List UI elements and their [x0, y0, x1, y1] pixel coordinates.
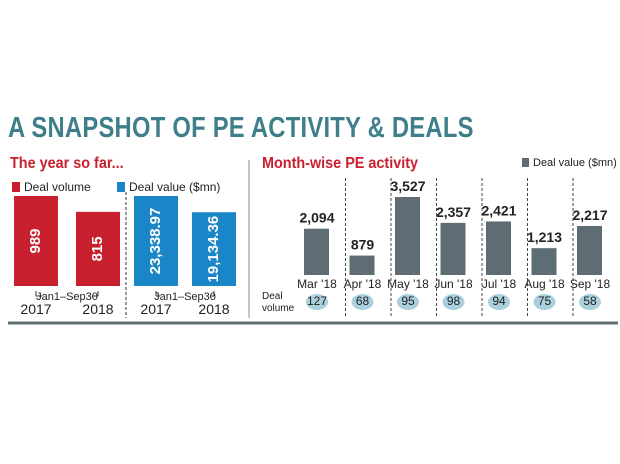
month-label: Jul '18 — [482, 277, 517, 291]
value-bar-2017 — [134, 196, 178, 286]
volume-caption-line1: Deal — [262, 291, 283, 302]
volume-value: 75 — [538, 294, 552, 308]
month-value-label: 3,527 — [390, 178, 425, 194]
volume-bubble — [579, 294, 601, 310]
volume-year-label: 2018 — [82, 301, 113, 317]
month-bar-0 — [304, 228, 329, 275]
legend-deal-volume-label: Deal volume — [24, 180, 91, 194]
volume-value: 127 — [307, 294, 327, 308]
volume-period-label: Jan1–Sep30 — [36, 291, 98, 303]
value-year-label: 2018 — [198, 301, 229, 317]
value-bar-label: 23,338.97 — [147, 208, 164, 275]
month-label: Mar '18 — [297, 277, 337, 291]
volume-bar-label: 815 — [89, 236, 106, 261]
month-value-label: 2,094 — [299, 210, 334, 226]
value-bar-label: 19,134.36 — [205, 216, 222, 283]
volume-bubble — [488, 294, 510, 310]
volume-value: 95 — [401, 294, 415, 308]
volume-value: 58 — [583, 294, 597, 308]
legend-monthly-value: Deal value ($mn) — [522, 157, 617, 169]
month-bar-6 — [577, 225, 602, 275]
volume-value: 98 — [447, 294, 461, 308]
value-period-label: Jan1–Sep30 — [154, 291, 216, 303]
volume-bar-2017 — [14, 196, 58, 286]
volume-bubble — [533, 294, 556, 310]
volume-bubble — [351, 294, 374, 310]
month-label: Jun '18 — [434, 277, 473, 291]
infographic-title: A SNAPSHOT OF PE ACTIVITY & DEALS — [8, 112, 474, 144]
volume-bar-2018 — [76, 211, 120, 286]
month-value-label: 1,213 — [527, 229, 562, 245]
legend-swatch-value — [117, 182, 125, 192]
month-value-label: 879 — [351, 237, 375, 253]
volume-value: 94 — [492, 294, 506, 308]
month-bar-5 — [531, 248, 557, 275]
month-bar-1 — [349, 255, 375, 275]
legend-swatch-volume — [12, 182, 20, 192]
month-value-label: 2,357 — [436, 204, 471, 220]
volume-bubble — [442, 294, 465, 310]
month-bar-4 — [486, 221, 511, 275]
volume-bubble — [306, 294, 328, 310]
volume-caption-line2: volume — [262, 303, 295, 314]
legend-monthly-value-label: Deal value ($mn) — [533, 157, 617, 169]
month-label: Apr '18 — [344, 277, 382, 291]
month-label: Sep '18 — [570, 277, 611, 291]
month-bar-3 — [440, 222, 466, 275]
legend-deal-volume: Deal volume — [12, 180, 91, 194]
month-value-label: 2,421 — [481, 202, 516, 218]
volume-bubble — [397, 294, 419, 310]
volume-value: 68 — [356, 294, 370, 308]
month-label: May '18 — [387, 277, 429, 291]
month-value-label: 2,217 — [572, 207, 607, 223]
value-bar-2018 — [192, 212, 236, 286]
legend-swatch-monthly — [522, 158, 529, 167]
volume-bar-label: 989 — [27, 228, 44, 253]
month-label: Aug '18 — [524, 277, 565, 291]
month-bar-2 — [395, 197, 420, 275]
right-subtitle: Month-wise PE activity — [262, 155, 419, 172]
value-year-label: 2017 — [140, 301, 171, 317]
legend-deal-value-label: Deal value ($mn) — [129, 180, 221, 194]
legend-deal-value: Deal value ($mn) — [117, 180, 220, 194]
left-subtitle: The year so far... — [10, 155, 124, 172]
volume-year-label: 2017 — [20, 301, 51, 317]
